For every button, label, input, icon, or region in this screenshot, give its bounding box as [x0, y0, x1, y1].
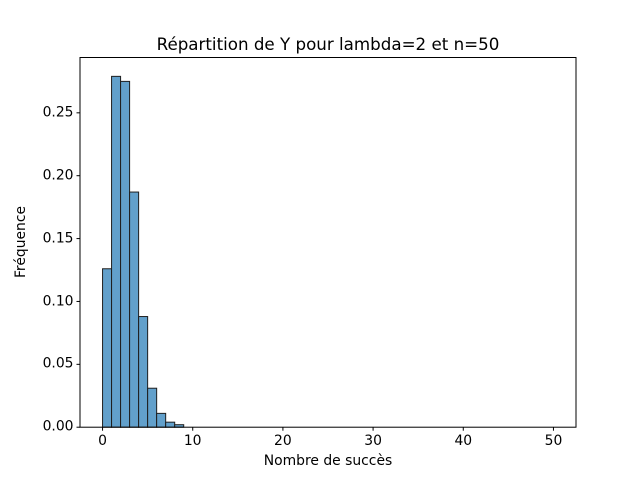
x-tick-label: 0 [98, 432, 107, 449]
histogram-bar [138, 316, 149, 428]
histogram-bar [111, 75, 122, 428]
y-tick-label: 0.25 [42, 104, 74, 121]
y-tick-label: 0.10 [42, 293, 74, 310]
histogram-bar [129, 191, 140, 428]
x-tick-label: 50 [544, 432, 563, 449]
x-tick-label: 40 [454, 432, 473, 449]
plot-frame [79, 57, 577, 428]
y-tick-label: 0.15 [42, 230, 74, 247]
x-tick-label: 30 [364, 432, 382, 449]
chart-title: Répartition de Y pour lambda=2 et n=50 [156, 34, 500, 54]
histogram-bar [156, 412, 167, 428]
histogram-bar [147, 387, 158, 428]
histogram-bar [120, 80, 131, 428]
histogram-bar [102, 268, 113, 428]
y-tick-label: 0.00 [42, 418, 74, 435]
x-axis-label: Nombre de succès [263, 453, 393, 469]
histogram-bar [165, 421, 176, 428]
x-tick-label: 20 [274, 432, 292, 449]
y-tick-label: 0.20 [42, 167, 74, 184]
x-tick-label: 10 [183, 432, 202, 449]
y-tick-label: 0.05 [42, 355, 74, 372]
